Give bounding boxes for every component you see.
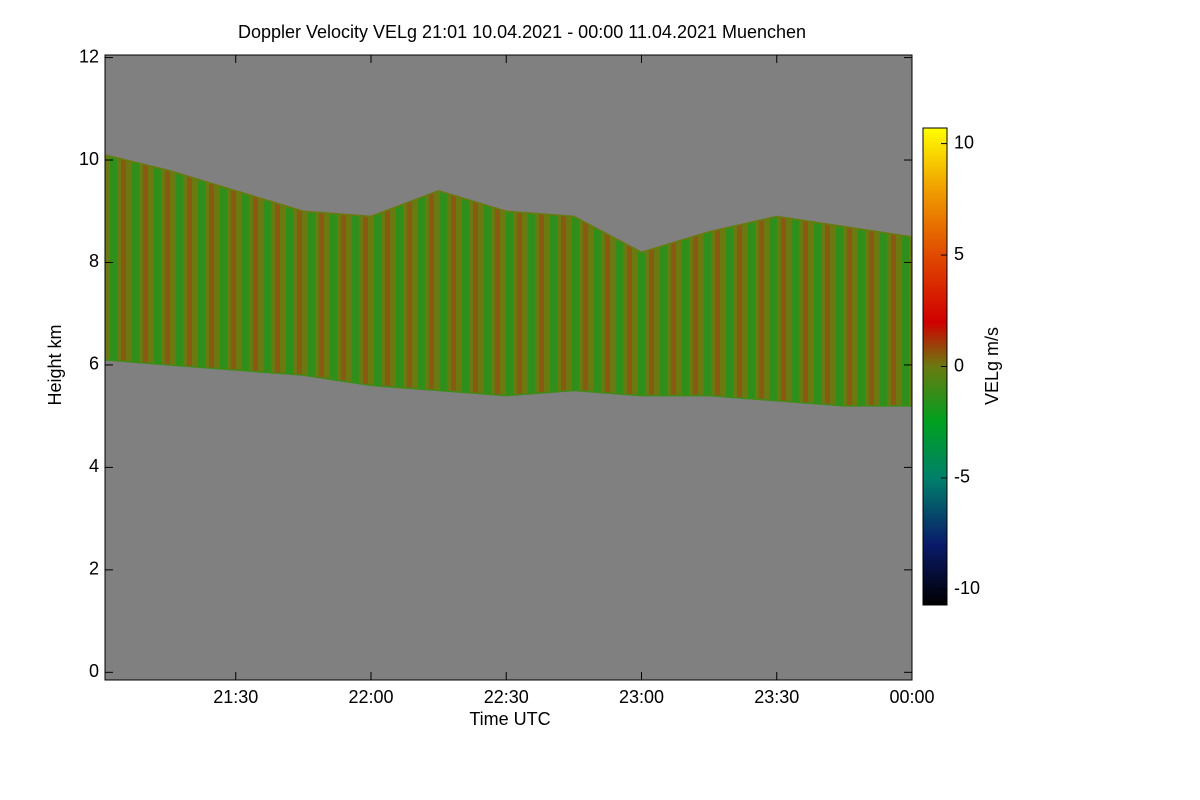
colorbar-label: VELg m/s xyxy=(982,327,1002,405)
x-tick-label: 22:30 xyxy=(484,687,529,707)
x-tick-label: 23:00 xyxy=(619,687,664,707)
colorbar-tick-label: 10 xyxy=(954,132,974,152)
y-tick-label: 2 xyxy=(89,559,99,579)
y-tick-label: 0 xyxy=(89,661,99,681)
colorbar-tick-label: 5 xyxy=(954,244,964,264)
y-tick-label: 10 xyxy=(79,149,99,169)
colorbar-tick-label: -5 xyxy=(954,467,970,487)
y-tick-label: 6 xyxy=(89,354,99,374)
y-tick-label: 4 xyxy=(89,456,99,476)
x-tick-label: 21:30 xyxy=(213,687,258,707)
cloud-area xyxy=(105,154,912,406)
y-axis-label: Height km xyxy=(45,324,65,405)
chart-title: Doppler Velocity VELg 21:01 10.04.2021 -… xyxy=(238,22,806,42)
y-tick-label: 12 xyxy=(79,46,99,66)
colorbar-tick-label: -10 xyxy=(954,578,980,598)
colorbar-tick-label: 0 xyxy=(954,355,964,375)
x-axis-label: Time UTC xyxy=(469,709,550,729)
x-tick-label: 23:30 xyxy=(754,687,799,707)
y-tick-label: 8 xyxy=(89,251,99,271)
x-tick-label: 22:00 xyxy=(348,687,393,707)
cloud-base-edge xyxy=(104,359,912,407)
plot-frame xyxy=(104,54,913,681)
cloud-top-edge xyxy=(104,154,913,254)
x-tick-label: 00:00 xyxy=(889,687,934,707)
